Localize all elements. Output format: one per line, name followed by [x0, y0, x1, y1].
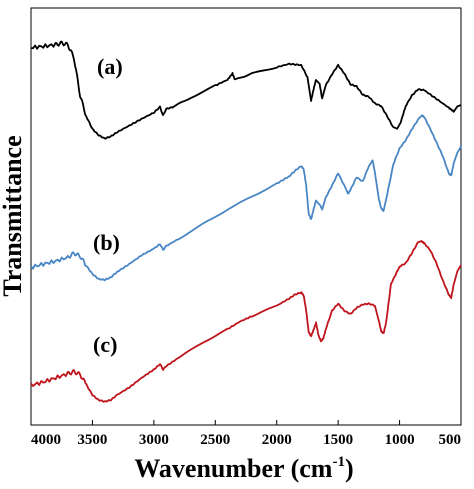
- x-tick-label-500: 500: [439, 432, 462, 448]
- spectra-curves: [30, 40, 462, 403]
- x-axis-title: Wavenumber (cm-1): [134, 454, 353, 483]
- series-line-a: [30, 40, 462, 140]
- x-tick-label-1000: 1000: [385, 432, 415, 448]
- x-tick-label-3000: 3000: [139, 432, 169, 448]
- x-axis-title-close: ): [345, 454, 354, 483]
- x-tick-label-2000: 2000: [262, 432, 292, 448]
- curve-label-b: (b): [93, 230, 120, 255]
- curve-label-c: (c): [93, 332, 117, 357]
- x-axis-title-sup: -1: [332, 454, 345, 470]
- x-tick-label-3500: 3500: [77, 432, 107, 448]
- x-axis-title-main: Wavenumber (cm: [134, 454, 332, 483]
- x-tick-label-2500: 2500: [200, 432, 230, 448]
- series-line-b: [30, 114, 462, 282]
- plot-frame: [30, 7, 462, 426]
- x-tick-label-4000: 4000: [31, 432, 61, 448]
- x-tick-label-1500: 1500: [323, 432, 353, 448]
- y-axis-title: Transmittance: [0, 135, 27, 296]
- x-axis-ticks: [30, 420, 462, 425]
- series-line-c: [30, 240, 462, 403]
- x-axis-tick-labels: 4000 3500 3000 2500 2000 1500 1000 500: [31, 432, 461, 448]
- curve-label-a: (a): [97, 54, 123, 79]
